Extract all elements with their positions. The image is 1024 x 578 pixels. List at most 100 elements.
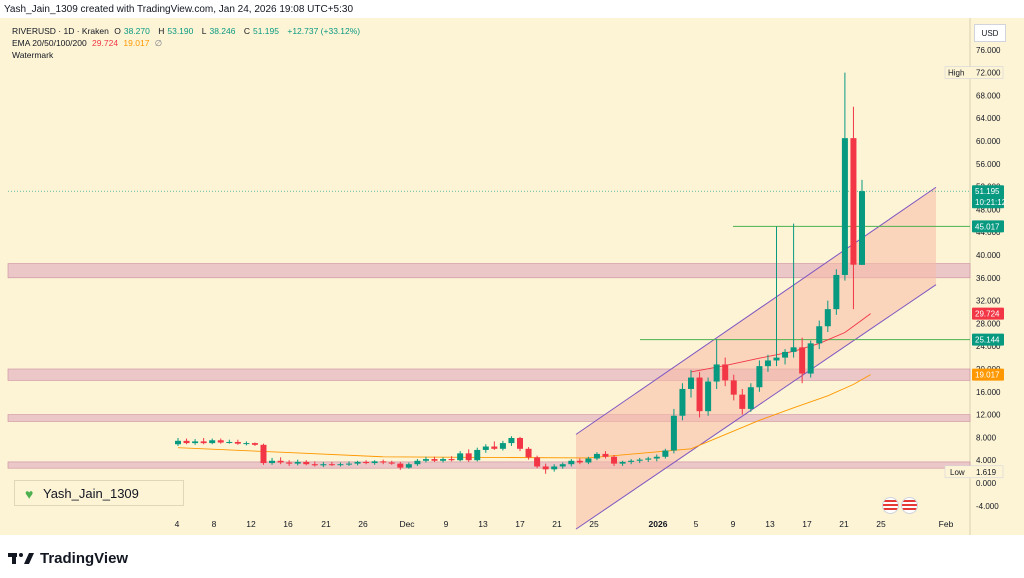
currency-button[interactable]: USD — [974, 24, 1006, 42]
candle-body — [696, 377, 703, 412]
candle-body — [593, 453, 600, 459]
ema-lines — [177, 313, 871, 459]
candle-body — [559, 464, 566, 467]
candle — [662, 448, 669, 459]
price-badges: High 72.000 Low 1.619 51.195 10:21:12 45.017 29… — [944, 66, 1007, 479]
candle — [816, 320, 823, 350]
time-tick-label: 8 — [212, 519, 217, 529]
us-flag-icon[interactable] — [882, 497, 899, 514]
zone-rect — [7, 263, 971, 279]
price-badge-bg — [972, 220, 1004, 233]
candle — [739, 388, 746, 415]
candle-body — [346, 463, 352, 465]
countdown-badge: 10:21:12 — [975, 198, 1007, 207]
candle — [269, 457, 276, 465]
candle — [414, 459, 421, 466]
candles — [175, 72, 865, 474]
price-badge: 29.724 — [975, 310, 1000, 319]
candle — [311, 461, 318, 467]
candle-body — [175, 440, 181, 445]
time-tick-label: 26 — [358, 519, 368, 529]
candle-body — [576, 460, 583, 463]
time-tick-label: 9 — [444, 519, 449, 529]
support-zones — [7, 263, 971, 469]
candle — [859, 179, 865, 265]
candle — [593, 452, 600, 461]
high-label: H — [158, 26, 165, 36]
candle — [850, 106, 857, 310]
candle — [234, 439, 241, 445]
symbol-line[interactable]: RIVERUSD · 1D · Kraken — [12, 26, 109, 36]
ohlc-row: RIVERUSD · 1D · Kraken O 38.270 H 53.190 L… — [12, 25, 363, 37]
ema-label: EMA 20/50/100/200 — [12, 38, 87, 48]
candle-body — [286, 462, 293, 464]
candle — [730, 374, 737, 401]
candle-body — [183, 440, 190, 444]
price-tick-label: 12.000 — [976, 411, 1001, 420]
candle — [585, 456, 592, 465]
candle-body — [371, 461, 378, 464]
candle-body — [833, 274, 840, 310]
candle-body — [653, 456, 660, 459]
watermark-row[interactable]: Watermark — [12, 50, 54, 60]
watermark-box: ♥ Yash_Jain_1309 — [14, 480, 184, 506]
time-tick-label: 13 — [765, 519, 775, 529]
candle-body — [824, 309, 831, 327]
price-axis-background — [970, 18, 1024, 535]
tradingview-brand: TradingView — [40, 549, 129, 567]
candle — [405, 462, 412, 469]
candle — [337, 462, 344, 467]
candle-body — [234, 441, 241, 444]
candle — [568, 459, 575, 467]
low-label-box — [944, 465, 1004, 479]
ema-value-1: 29.724 — [92, 38, 119, 48]
candle — [782, 349, 789, 365]
candle-body — [722, 364, 729, 381]
candle — [474, 447, 481, 462]
candle-body — [747, 387, 754, 409]
candle — [747, 383, 754, 412]
candle — [209, 438, 216, 445]
candle — [551, 464, 558, 472]
candle — [773, 226, 780, 367]
close-label: C — [243, 26, 250, 36]
high-label: High — [948, 69, 964, 78]
ema-fast-line — [690, 313, 871, 373]
price-tick-label: 28.000 — [976, 319, 1001, 328]
us-flag-icon[interactable] — [901, 497, 918, 514]
created-by-text: Yash_Jain_1309 created with TradingView.… — [4, 4, 354, 15]
price-tick-label: 36.000 — [976, 274, 1001, 283]
ema-row[interactable]: EMA 20/50/100/200 29.724 19.017 ∅ — [12, 37, 363, 49]
candle-body — [568, 460, 575, 465]
candle-body — [542, 466, 549, 470]
candle — [217, 438, 224, 444]
candle-body — [405, 464, 412, 468]
candle-body — [303, 461, 310, 465]
price-badge-bg — [972, 307, 1004, 320]
time-tick-label: 12 — [246, 519, 256, 529]
candle-body — [645, 458, 652, 460]
candle-body — [508, 437, 515, 444]
zone-rect — [7, 368, 971, 381]
candle — [619, 460, 626, 466]
price-tick-label: 44.000 — [976, 228, 1001, 237]
price-tick-label: 48.000 — [976, 205, 1001, 214]
time-axis: 4 8 12 16 21 26 Dec 9 13 17 21 25 2026 5 9 13 17 21 25 Feb — [175, 519, 954, 529]
last-price-badge-bg — [972, 185, 1004, 209]
candle — [260, 443, 267, 465]
candle — [628, 459, 635, 465]
high-value: 72.000 — [976, 69, 1001, 78]
candle — [653, 454, 660, 462]
candle — [799, 337, 806, 384]
candle-body — [414, 460, 421, 465]
candle — [499, 440, 506, 451]
candle — [457, 451, 464, 462]
price-tick-label: 56.000 — [976, 160, 1001, 169]
time-tick-label: 9 — [731, 519, 736, 529]
tradingview-footer[interactable]: TradingView — [8, 548, 128, 568]
candle-body — [328, 464, 335, 466]
time-tick-label: 25 — [589, 519, 599, 529]
candle — [602, 451, 609, 459]
candle — [841, 72, 848, 281]
